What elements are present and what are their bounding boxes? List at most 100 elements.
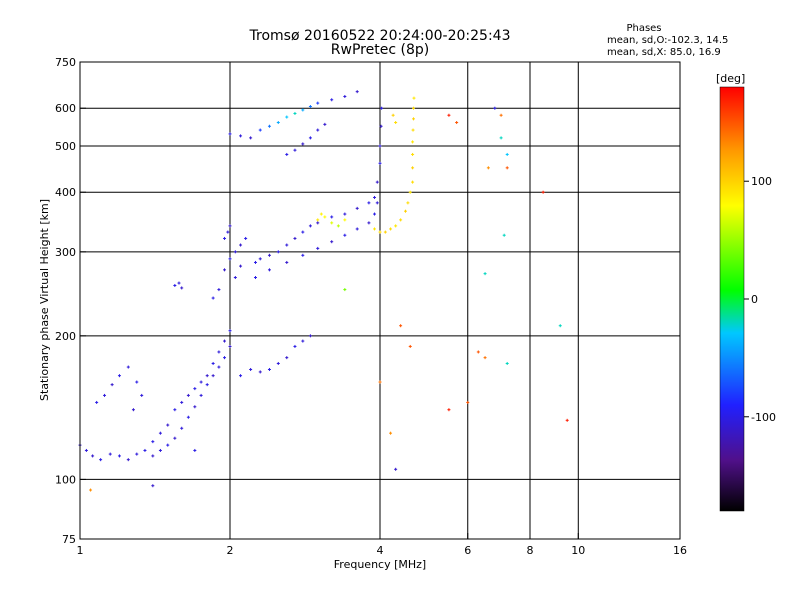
data-point [286,115,288,119]
data-point [187,415,189,419]
data-point [277,121,279,125]
data-point [152,440,154,444]
data-point [395,467,397,471]
data-point [100,458,102,462]
data-point [400,324,402,328]
colorbar-tick-label: -100 [751,411,776,424]
data-point [324,122,326,126]
data-point [144,448,146,452]
chart-title: Tromsø 20160522 20:24:00-20:25:43 [249,28,511,44]
data-point [344,288,346,292]
x-tick-label: 1 [77,544,84,557]
data-point [174,408,176,412]
y-axis-label: Stationary phase Virtual Height [km] [38,199,51,401]
data-point [245,236,247,240]
data-point [229,257,231,261]
data-point [227,230,229,234]
x-tick-label: 6 [464,544,471,557]
data-point [374,212,376,216]
data-point [212,374,214,378]
data-point [500,113,502,117]
data-point [167,443,169,447]
phases-o-stats: mean, sd,O:-102.3, 14.5 [607,35,728,46]
data-point [413,106,415,110]
data-point [200,393,202,397]
data-point [379,230,381,234]
data-point [413,117,415,121]
data-point [254,276,256,280]
data-point [506,166,508,170]
data-point [167,423,169,427]
x-tick-label: 16 [673,544,687,557]
data-points [78,90,569,492]
data-point [487,166,489,170]
data-point [384,230,386,234]
data-point [356,90,358,94]
data-point [559,324,561,328]
data-point [317,246,319,250]
data-point [136,380,138,384]
data-point [136,452,138,456]
data-point [412,152,414,156]
data-point [250,136,252,140]
x-axis-ticks: 1 2 4 6 8 10 16 [77,533,687,557]
y-axis-ticks: 75 100 200 300 400 500 600 750 [55,56,86,546]
data-point [503,233,505,237]
data-point [374,195,376,199]
data-point [277,250,279,254]
data-point [379,161,381,165]
data-point [259,257,261,261]
data-point [250,367,252,371]
data-point [118,374,120,378]
data-point [224,356,226,360]
data-point [224,236,226,240]
data-point [467,400,469,404]
x-tick-label: 4 [377,544,384,557]
data-point [412,166,414,170]
data-point [187,393,189,397]
data-point [224,268,226,272]
data-point [409,344,411,348]
colorbar [719,86,745,512]
y-tick-label: 100 [55,473,76,486]
colorbar-tick-label: 0 [751,293,758,306]
data-point [240,264,242,268]
data-point [302,230,304,234]
data-point [127,458,129,462]
data-point [566,418,568,422]
data-point [400,218,402,222]
data-point [152,454,154,458]
data-point [212,296,214,300]
data-point [404,209,406,213]
data-point [331,221,333,225]
data-point [294,236,296,240]
y-tick-label: 300 [55,246,76,259]
data-point [407,201,409,205]
data-point [317,128,319,132]
data-point [254,260,256,264]
data-point [309,224,311,228]
data-point [542,190,544,194]
data-point [356,206,358,210]
data-point [302,339,304,343]
data-point [380,124,382,128]
data-point [484,272,486,276]
data-point [212,361,214,365]
data-point [141,393,143,397]
data-point [376,201,378,205]
data-point [229,132,231,136]
phases-heading: Phases [626,23,661,34]
data-point [174,283,176,287]
data-point [413,96,415,100]
data-point [390,431,392,435]
data-point [392,113,394,117]
data-point [240,243,242,247]
data-point [344,212,346,216]
data-point [448,113,450,117]
x-tick-label: 8 [527,544,534,557]
y-tick-label: 600 [55,102,76,115]
data-point [395,121,397,125]
data-point [379,380,381,384]
data-point [317,221,319,225]
data-point [229,224,231,228]
